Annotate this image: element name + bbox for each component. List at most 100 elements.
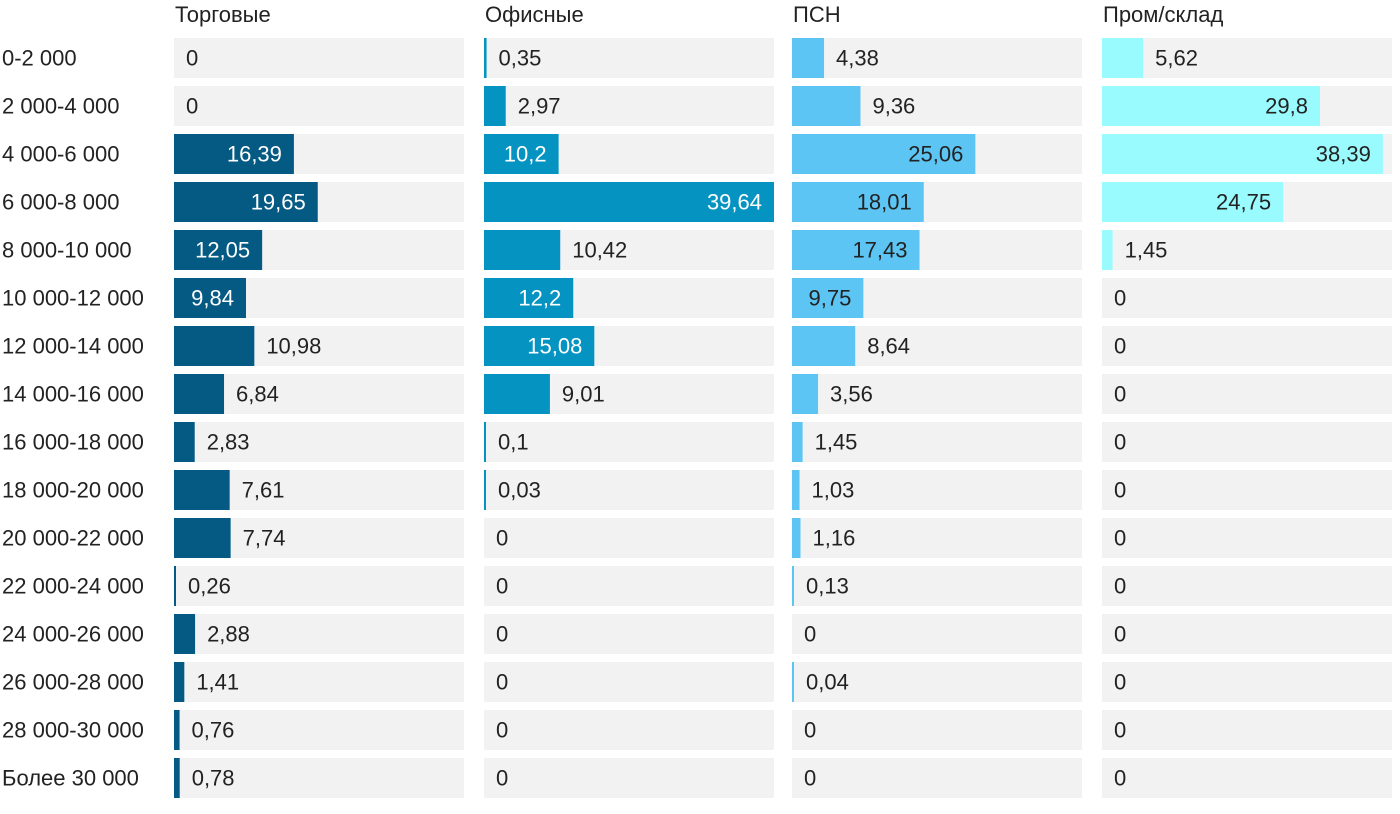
- bar-track: [792, 662, 1082, 702]
- bar: [792, 374, 819, 414]
- bar-track: [174, 86, 464, 126]
- bar: [174, 278, 246, 318]
- data-label: 0: [1114, 574, 1126, 599]
- data-label: 12,05: [195, 238, 250, 263]
- bar-track: [174, 662, 464, 702]
- data-label: 0: [496, 574, 508, 599]
- panel-2: Офисные 0,35 2,97 10,2 39,64 10,42 12,2 15,08 9,…: [484, 2, 774, 798]
- data-label: 9,01: [562, 382, 605, 407]
- bar: [174, 326, 255, 366]
- data-label: 29,8: [1265, 94, 1308, 119]
- category-label: 14 000-16 000: [2, 382, 144, 407]
- bar-track: [174, 38, 464, 78]
- bar: [792, 86, 861, 126]
- bar: [174, 134, 294, 174]
- data-label: 0,26: [188, 574, 231, 599]
- bar: [792, 326, 856, 366]
- bar-track: [484, 614, 774, 654]
- data-label: 12,2: [518, 286, 561, 311]
- data-label: 0: [1114, 622, 1126, 647]
- bar-track: [1102, 230, 1392, 270]
- bar-track: [792, 518, 1082, 558]
- data-label: 0: [1114, 718, 1126, 743]
- data-label: 0: [496, 766, 508, 791]
- data-label: 0: [1114, 766, 1126, 791]
- bar-track: [484, 422, 774, 462]
- data-label: 0: [496, 526, 508, 551]
- bar-track: [792, 422, 1082, 462]
- data-label: 17,43: [852, 238, 907, 263]
- series-title: ПСН: [793, 2, 841, 27]
- bar: [792, 470, 800, 510]
- bar: [1102, 38, 1144, 78]
- bar-track: [1102, 518, 1392, 558]
- bar-track: [484, 38, 774, 78]
- data-label: 1,41: [196, 670, 239, 695]
- category-label: 4 000-6 000: [2, 142, 119, 167]
- data-label: 2,83: [207, 430, 250, 455]
- bar: [484, 422, 486, 462]
- bar: [484, 182, 774, 222]
- bar: [484, 374, 550, 414]
- data-label: 24,75: [1216, 190, 1271, 215]
- data-label: 38,39: [1316, 142, 1371, 167]
- data-label: 0: [804, 766, 816, 791]
- bar: [792, 230, 920, 270]
- series-title: Торговые: [175, 2, 271, 27]
- data-label: 19,65: [251, 190, 306, 215]
- data-label: 10,2: [504, 142, 547, 167]
- bar: [792, 38, 825, 78]
- category-label: 22 000-24 000: [2, 574, 144, 599]
- bar-track: [1102, 758, 1392, 798]
- panel-4: Пром/склад 5,62 29,8 38,39 24,75 1,45 0 0 0 0 0 0 0 0…: [1102, 2, 1392, 798]
- bar-track: [792, 470, 1082, 510]
- data-label: 0: [1114, 334, 1126, 359]
- data-label: 16,39: [227, 142, 282, 167]
- data-label: 0: [186, 94, 198, 119]
- data-label: 3,56: [830, 382, 873, 407]
- data-label: 0: [1114, 382, 1126, 407]
- bar-track: [1102, 614, 1392, 654]
- category-label: 26 000-28 000: [2, 670, 144, 695]
- data-label: 15,08: [527, 334, 582, 359]
- bar: [484, 230, 561, 270]
- category-label: Более 30 000: [2, 766, 139, 791]
- category-label: 2 000-4 000: [2, 94, 119, 119]
- bar-track: [1102, 326, 1392, 366]
- bar-track: [1102, 710, 1392, 750]
- bar: [792, 134, 976, 174]
- data-label: 0: [1114, 670, 1126, 695]
- bar-track: [484, 710, 774, 750]
- bar: [174, 230, 263, 270]
- data-label: 0: [804, 718, 816, 743]
- data-label: 9,75: [809, 286, 852, 311]
- bar: [1102, 86, 1321, 126]
- bar: [484, 38, 487, 78]
- bar: [484, 470, 486, 510]
- data-label: 4,38: [836, 46, 879, 71]
- category-label: 8 000-10 000: [2, 238, 132, 263]
- bar-track: [1102, 566, 1392, 606]
- data-label: 0: [1114, 286, 1126, 311]
- data-label: 2,97: [518, 94, 561, 119]
- data-label: 18,01: [857, 190, 912, 215]
- bar-track: [1102, 374, 1392, 414]
- data-label: 6,84: [236, 382, 279, 407]
- bar: [792, 422, 803, 462]
- bar-track: [792, 566, 1082, 606]
- bar-track: [484, 518, 774, 558]
- bar-track: [1102, 662, 1392, 702]
- data-label: 1,45: [1125, 238, 1168, 263]
- bar: [484, 134, 559, 174]
- data-label: 0: [804, 622, 816, 647]
- data-label: 0: [496, 622, 508, 647]
- bar-track: [174, 614, 464, 654]
- data-label: 0,1: [498, 430, 529, 455]
- data-label: 1,16: [812, 526, 855, 551]
- bar: [174, 758, 180, 798]
- category-label: 12 000-14 000: [2, 334, 144, 359]
- data-label: 7,74: [243, 526, 286, 551]
- data-label: 10,42: [572, 238, 627, 263]
